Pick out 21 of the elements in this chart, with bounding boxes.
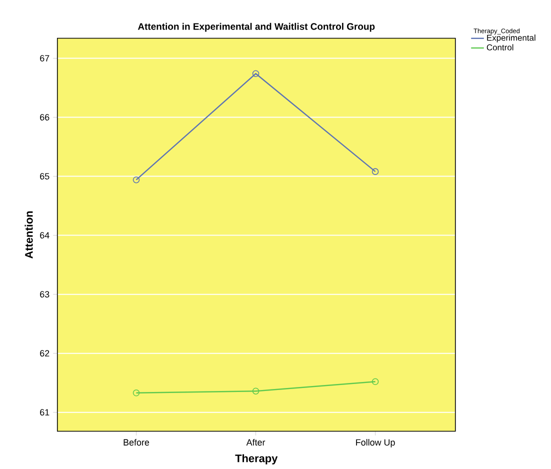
point: [252, 388, 260, 394]
y-tick-label: 66: [40, 114, 50, 120]
point: [132, 176, 140, 184]
point: [252, 70, 260, 78]
x-axis-title: Therapy: [235, 454, 278, 464]
y-tick-label: 65: [40, 173, 50, 180]
x-tick-label: After: [246, 438, 266, 446]
y-axis-title: Attention: [24, 211, 33, 258]
point: [372, 378, 379, 386]
chart-title: Attention in Experimental and Waitlist Control Group: [138, 22, 375, 32]
x-tick-label: Follow Up: [356, 438, 395, 448]
y-tick-label: 61: [40, 409, 50, 416]
x-tick-label: Before: [124, 438, 150, 446]
y-tick-label: 62: [40, 350, 50, 357]
y-tick-label: 63: [40, 291, 50, 298]
y-tick-label: 64: [40, 232, 50, 238]
y-tick-label: 67: [40, 55, 50, 62]
legend-label: Control: [486, 44, 514, 50]
point: [132, 389, 140, 396]
legend-label: Experimental: [487, 34, 536, 42]
point: [372, 168, 379, 175]
